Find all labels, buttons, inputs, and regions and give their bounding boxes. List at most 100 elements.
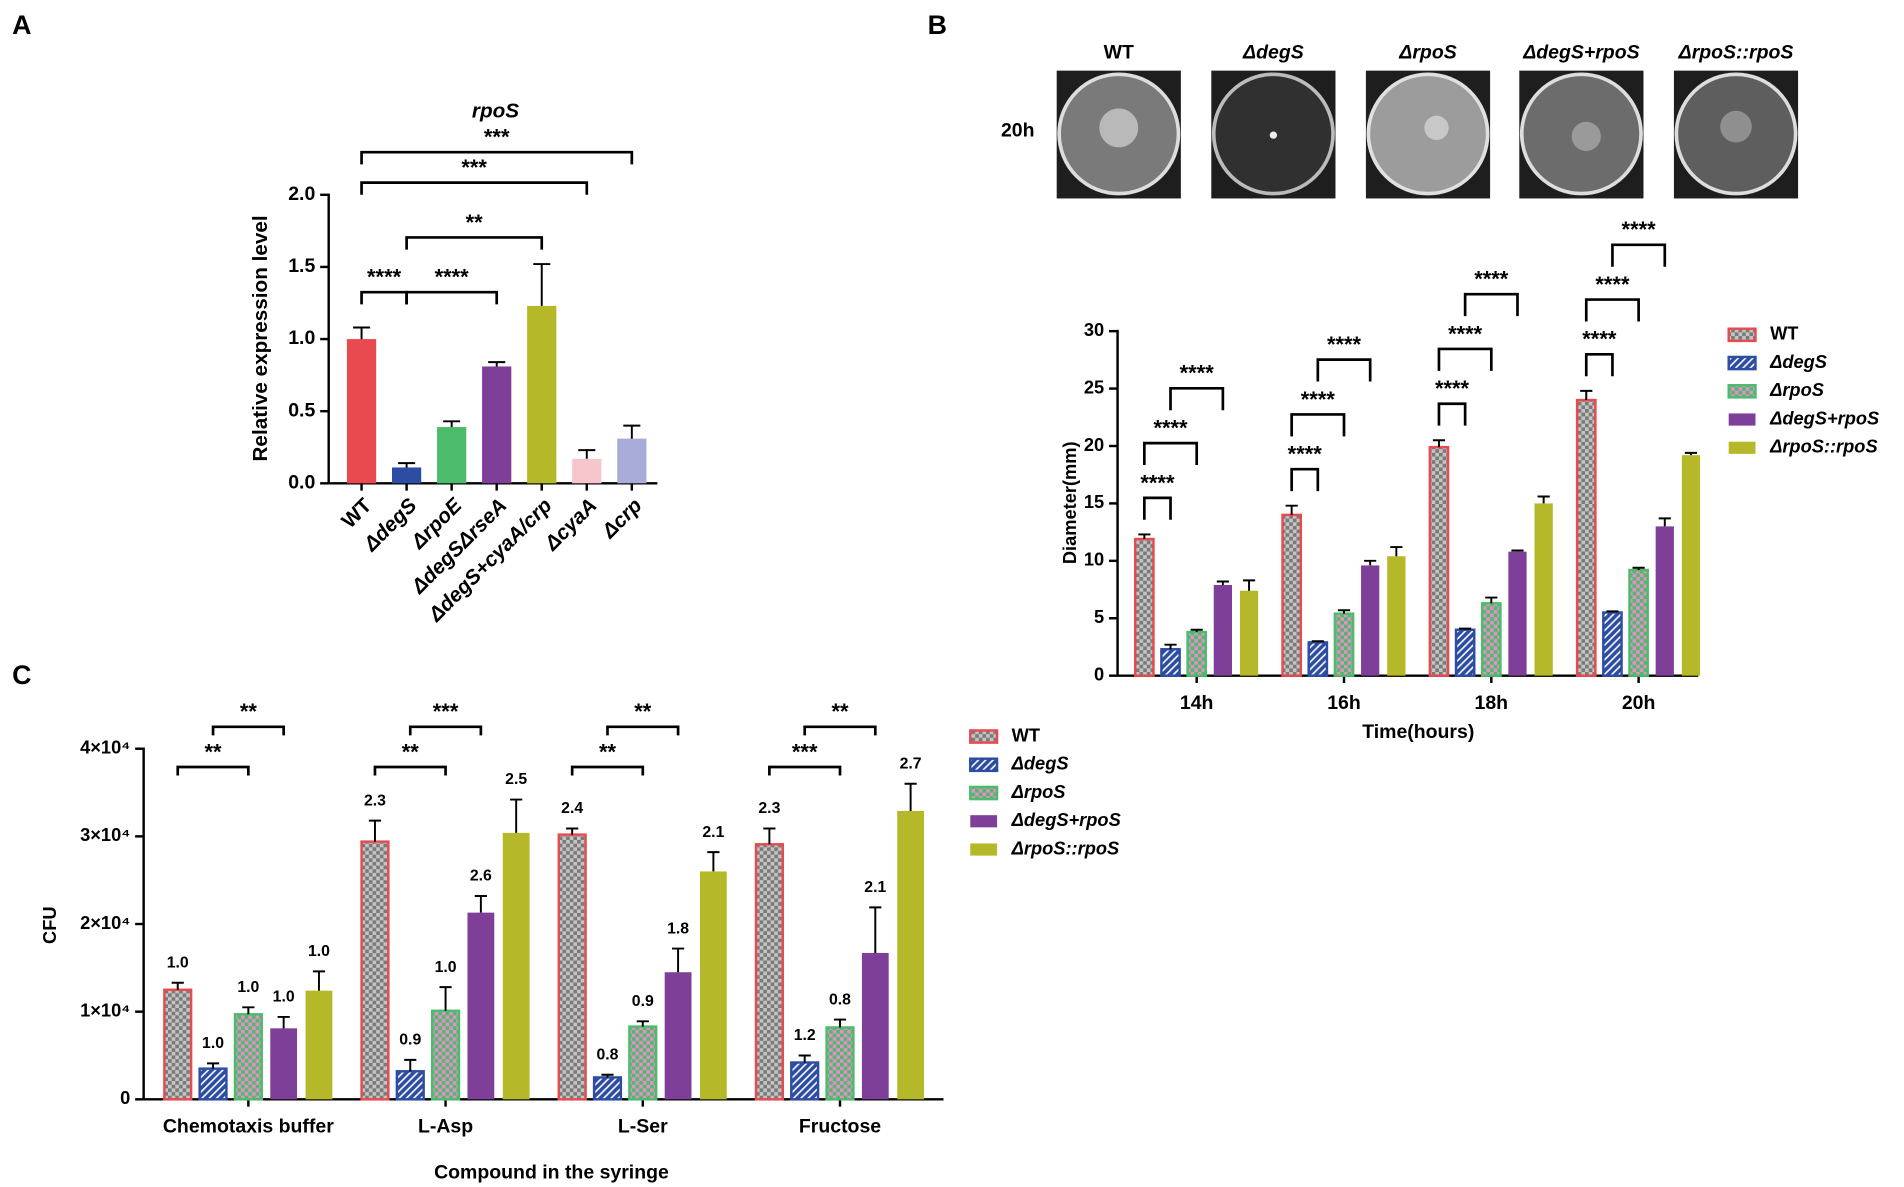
significance-bracket: [360, 150, 634, 165]
bar: [305, 990, 333, 1100]
bar: [1655, 526, 1674, 676]
bar: [1307, 641, 1329, 677]
significance-bracket: [176, 765, 250, 776]
error-bar: [242, 1006, 255, 1015]
bar-label: 2.6: [470, 868, 492, 885]
significance-bracket: [405, 236, 544, 250]
bar: [1534, 503, 1553, 676]
error-bar: [510, 798, 523, 833]
significance-bracket: [360, 290, 408, 305]
bar: [395, 1070, 425, 1101]
y-tick-label: 0: [120, 1087, 130, 1108]
error-bar: [1138, 533, 1151, 540]
bar: [270, 1028, 298, 1100]
x-tick-label: Fructose: [799, 1115, 881, 1137]
error-bar: [368, 819, 382, 842]
bar-label: 2.5: [505, 771, 527, 788]
legend-swatch: [969, 729, 999, 744]
bar: [437, 427, 467, 484]
significance-bracket: [211, 725, 285, 736]
y-tick-label: 1.0: [288, 327, 315, 349]
significance-label: ****: [1474, 267, 1509, 292]
significance-bracket: [360, 181, 589, 195]
image-time-label: 20h: [1001, 120, 1035, 142]
legend-swatch: [969, 785, 999, 801]
plate-images: [1056, 70, 1799, 199]
bar: [1239, 590, 1259, 676]
x-axis-label: Compound in the syringe: [434, 1162, 669, 1184]
significance-label: **: [599, 739, 617, 764]
bar: [628, 1025, 658, 1101]
significance-bracket: [1290, 413, 1346, 437]
bar-label: 2.3: [758, 800, 780, 817]
legend-swatch: [1727, 383, 1757, 399]
bar: [861, 952, 889, 1100]
bar: [1575, 398, 1597, 677]
significance-label: ****: [1435, 376, 1470, 401]
error-bar: [1364, 559, 1377, 566]
error-bar: [443, 420, 461, 428]
x-axis-label: Time(hours): [1362, 721, 1474, 743]
x-tick-label: Δcrp: [597, 494, 647, 544]
colony: [1720, 110, 1752, 143]
error-bar: [206, 1062, 220, 1069]
significance-bracket: [570, 765, 645, 776]
error-bar: [1485, 596, 1498, 604]
error-bar: [1658, 517, 1671, 527]
bar: [1428, 445, 1450, 677]
error-bar: [798, 1054, 811, 1063]
bar: [1387, 556, 1406, 676]
y-tick-label: 20: [1084, 434, 1104, 455]
significance-label: ****: [1327, 332, 1362, 357]
significance-label: ****: [1288, 442, 1323, 467]
bar: [527, 305, 557, 484]
significance-bracket: [408, 725, 483, 736]
significance-label: ****: [1595, 272, 1630, 297]
error-bar: [707, 851, 720, 872]
bar-label: 1.8: [667, 920, 689, 937]
y-tick-label: 2.0: [288, 183, 315, 205]
y-tick-label: 25: [1084, 376, 1104, 397]
error-bar: [578, 449, 596, 459]
x-tick-label: 20h: [1622, 692, 1656, 714]
chart-title: rpoS: [472, 99, 519, 122]
significance-bracket: [1143, 496, 1172, 520]
bar: [360, 840, 390, 1101]
y-tick-label: 1×10⁴: [80, 1000, 130, 1021]
bar: [502, 832, 530, 1100]
error-bar: [1537, 495, 1550, 504]
bar: [1160, 648, 1181, 677]
bar: [198, 1067, 228, 1101]
error-bar: [353, 326, 371, 340]
bar-label: 1.2: [794, 1027, 816, 1044]
significance-label: ****: [1582, 327, 1617, 352]
significance-bracket: [1584, 298, 1640, 322]
legend-label: ΔdegS+rpoS: [1011, 809, 1121, 830]
significance-bracket: [1437, 347, 1493, 371]
bar: [825, 1026, 855, 1101]
significance-label: ****: [1622, 217, 1657, 242]
legend-label: ΔrpoS: [1769, 379, 1824, 400]
y-tick-label: 10: [1084, 549, 1104, 570]
image-label: WT: [1104, 42, 1134, 64]
bar: [1333, 612, 1355, 677]
bar: [163, 988, 193, 1101]
x-tick-label: Chemotaxis buffer: [163, 1115, 334, 1137]
bar-label: 0.9: [632, 993, 654, 1010]
image-label: ΔdegS: [1242, 42, 1304, 64]
bar-label: 1.0: [202, 1035, 224, 1052]
error-bar: [1390, 546, 1403, 557]
bar-label: 1.0: [273, 989, 295, 1006]
bar: [1480, 602, 1502, 677]
significance-bracket: [405, 290, 499, 305]
error-bar: [171, 981, 184, 990]
x-tick-label: 14h: [1180, 692, 1214, 714]
legend-label: ΔrpoS: [1011, 781, 1066, 802]
significance-bracket: [1584, 353, 1614, 377]
bar-label: 0.8: [596, 1046, 618, 1063]
error-bar: [869, 906, 882, 953]
y-tick-label: 5: [1094, 606, 1104, 627]
error-bar: [1632, 566, 1645, 571]
image-label: ΔdegS+rpoS: [1522, 42, 1639, 64]
